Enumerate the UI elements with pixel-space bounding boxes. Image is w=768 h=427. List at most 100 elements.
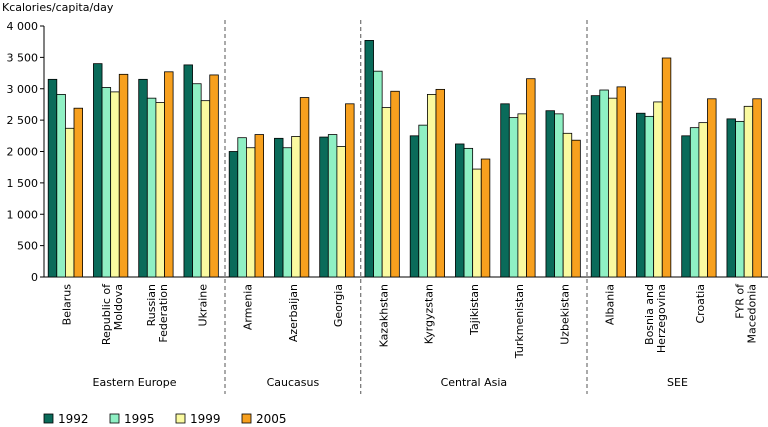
x-tick-label: Belarus	[61, 284, 74, 326]
x-tick-label: Ukraine	[196, 284, 209, 327]
bar	[138, 78, 148, 278]
bar	[118, 73, 129, 278]
group-label: Eastern Europe	[93, 376, 177, 389]
bar	[599, 89, 609, 278]
bar	[681, 135, 691, 278]
group-label: Caucasus	[267, 376, 320, 389]
x-axis-labels: Belarus Republic of Moldova Russian Federati…	[61, 283, 759, 359]
x-tick-label-line: Kyrgyzstan	[423, 284, 436, 344]
bar	[146, 97, 157, 278]
bar	[636, 112, 646, 278]
x-tick-label-line: Croatia	[694, 284, 707, 324]
bar	[299, 97, 310, 278]
x-tick-label-line: Moldova	[112, 284, 125, 330]
x-tick-label: Republic of Moldova	[100, 283, 125, 345]
bar	[508, 117, 519, 278]
bar	[455, 143, 465, 278]
y-axis-label: Kcalories/capita/day	[2, 1, 114, 14]
bar	[319, 136, 329, 278]
x-tick-label-line: FYR of	[733, 283, 746, 319]
bar	[500, 103, 510, 278]
bar	[254, 134, 265, 278]
x-tick-label-line: Macedonia	[745, 284, 758, 344]
bar	[192, 83, 202, 278]
bars	[47, 40, 762, 278]
bar	[101, 87, 112, 278]
bar	[698, 122, 708, 278]
bar	[735, 120, 745, 278]
bar	[336, 146, 346, 278]
bar	[282, 147, 293, 278]
x-tick-label-line: Albania	[604, 284, 617, 325]
bar	[93, 63, 103, 278]
y-tick-label: 4 000	[7, 20, 39, 33]
bar	[65, 127, 75, 278]
bar	[274, 137, 284, 278]
x-tick-label: Tajikistan	[468, 284, 481, 336]
bar	[390, 90, 400, 278]
bar	[209, 74, 219, 278]
bar	[110, 91, 120, 278]
x-tick-label: Albania	[604, 284, 617, 325]
x-tick-label: Georgia	[332, 284, 345, 327]
bar	[245, 147, 256, 278]
legend-swatch	[109, 413, 120, 424]
group-label: Central Asia	[441, 376, 508, 389]
y-tick-label: 1 500	[7, 177, 39, 190]
y-tick-label: 2 500	[7, 114, 39, 127]
x-tick-label-line: Ukraine	[196, 284, 209, 327]
x-tick-label-line: Belarus	[61, 284, 74, 326]
x-tick-label-line: Bosnia and	[643, 284, 656, 345]
y-tick-label: 3 000	[7, 83, 39, 96]
bar	[164, 71, 174, 278]
bar	[183, 64, 193, 278]
bar	[616, 86, 627, 278]
x-tick-label: Armenia	[242, 284, 255, 330]
bar	[472, 168, 482, 278]
group-label: SEE	[667, 376, 688, 389]
x-tick-label: Kyrgyzstan	[423, 284, 436, 344]
x-tick-label-line: Federation	[157, 284, 170, 343]
bar	[545, 110, 555, 278]
y-tick-label: 0	[31, 271, 38, 284]
bar	[47, 78, 58, 278]
x-tick-label: Uzbekistan	[558, 284, 571, 345]
bar	[418, 124, 428, 278]
x-tick-label: Russian Federation	[145, 284, 170, 343]
bar	[73, 107, 84, 278]
y-tick-label: 500	[17, 240, 38, 253]
bar	[409, 135, 420, 278]
bar	[752, 98, 762, 278]
bar	[364, 40, 374, 278]
x-tick-label-line: Herzegovina	[655, 284, 668, 353]
bar	[707, 98, 717, 278]
legend-label: 1992	[58, 412, 89, 426]
bar	[435, 88, 446, 278]
bar	[291, 136, 301, 278]
x-tick-label: Kazakhstan	[377, 284, 390, 347]
legend-label: 1999	[190, 412, 221, 426]
group-labels: Eastern Europe Caucasus Central Asia SEE	[93, 20, 688, 394]
x-tick-label-line: Turkmenistan	[513, 284, 526, 359]
bar	[200, 100, 211, 278]
bar	[381, 107, 392, 278]
bar	[480, 158, 491, 278]
bar	[463, 147, 474, 278]
bar	[237, 137, 247, 278]
y-tick-label: 2 000	[7, 146, 39, 159]
y-tick-label: 3 500	[7, 51, 39, 64]
legend-label: 2005	[256, 412, 287, 426]
legend-label: 1995	[124, 412, 155, 426]
bar	[345, 103, 355, 278]
bar	[554, 113, 564, 278]
bar	[426, 93, 437, 278]
bar	[562, 132, 573, 278]
legend-swatch	[43, 413, 54, 424]
legend-swatch	[241, 413, 252, 424]
bar	[526, 78, 536, 278]
legend-swatch	[175, 413, 186, 424]
bar	[327, 134, 338, 278]
bar	[56, 93, 66, 278]
bar	[689, 127, 700, 278]
x-tick-label: FYR of Macedonia	[733, 283, 758, 344]
